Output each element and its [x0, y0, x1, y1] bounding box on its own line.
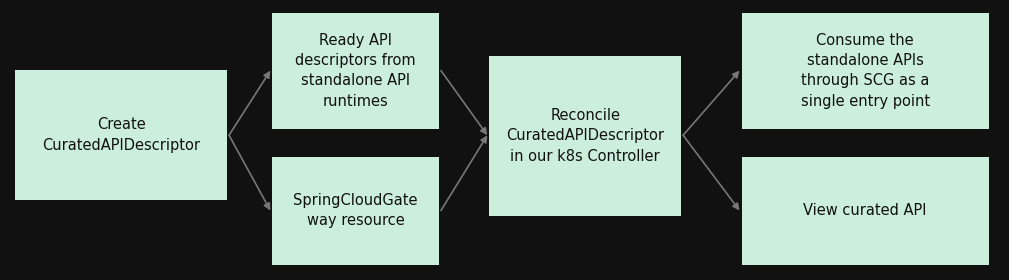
FancyBboxPatch shape [489, 56, 681, 216]
FancyBboxPatch shape [272, 13, 439, 129]
Text: Reconcile
CuratedAPIDescriptor
in our k8s Controller: Reconcile CuratedAPIDescriptor in our k8… [507, 108, 664, 164]
FancyBboxPatch shape [742, 157, 989, 265]
Text: View curated API: View curated API [803, 203, 927, 218]
Text: Consume the
standalone APIs
through SCG as a
single entry point: Consume the standalone APIs through SCG … [801, 32, 929, 109]
Text: Create
CuratedAPIDescriptor: Create CuratedAPIDescriptor [42, 117, 200, 153]
FancyBboxPatch shape [272, 157, 439, 265]
FancyBboxPatch shape [742, 13, 989, 129]
Text: Ready API
descriptors from
standalone API
runtimes: Ready API descriptors from standalone AP… [296, 32, 416, 109]
FancyBboxPatch shape [15, 70, 227, 200]
Text: SpringCloudGate
way resource: SpringCloudGate way resource [294, 193, 418, 228]
